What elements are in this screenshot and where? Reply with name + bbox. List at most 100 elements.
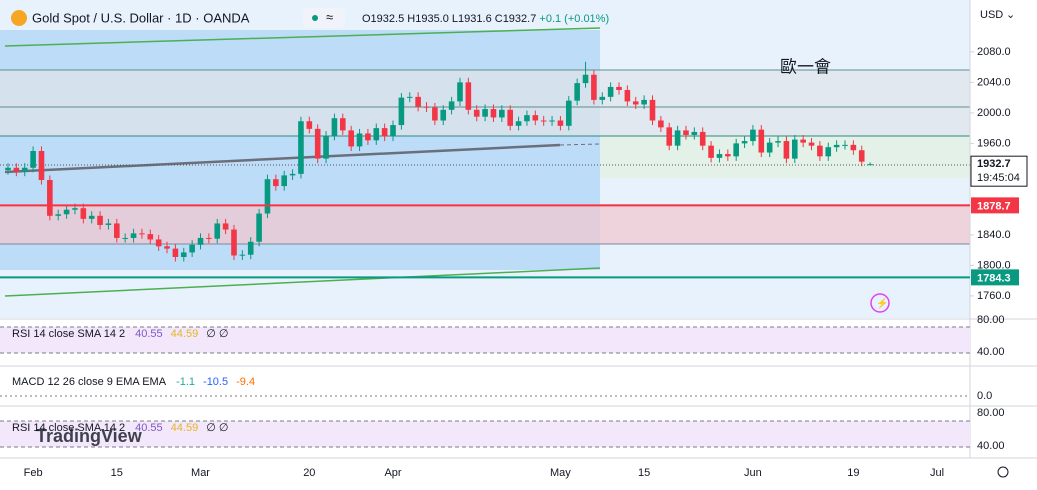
rsi2-axis-label: 40.00	[977, 440, 1005, 452]
price-level-label: 1784.3	[977, 272, 1011, 284]
candle-body	[306, 121, 313, 129]
candle-body	[683, 130, 689, 135]
rsi2-legend: RSI 14 close SMA 14 2 40.55 44.59 ∅ ∅	[12, 422, 228, 434]
candle-body	[105, 223, 112, 225]
candle-body	[716, 154, 723, 158]
rsi-axis-label: 40.00	[977, 346, 1005, 358]
candle-body	[741, 141, 748, 144]
candle-body	[423, 106, 430, 108]
trend-line	[4, 143, 561, 174]
x-tick-label: 19	[847, 467, 859, 479]
candle-body	[666, 127, 673, 146]
candle-body	[448, 101, 455, 110]
y-tick-label: 1960.0	[977, 137, 1011, 149]
x-tick-label: Feb	[24, 467, 43, 479]
rsi2-band	[0, 421, 970, 447]
candle-body	[565, 100, 572, 126]
candle-body	[658, 120, 664, 128]
candle-body	[365, 133, 371, 141]
candle-body	[515, 121, 522, 126]
candle-body	[88, 215, 95, 219]
zone-gray	[0, 70, 970, 136]
rsi2-value: 40.55	[135, 422, 163, 434]
rsi-sma: 44.59	[171, 328, 199, 340]
candle-body	[532, 115, 539, 121]
alert-icon[interactable]	[870, 293, 890, 313]
macd-name: MACD 12 26 close 9 EMA EMA	[12, 376, 167, 388]
x-tick-label: May	[550, 467, 571, 479]
candle-body	[858, 150, 865, 162]
x-tick-label: 20	[303, 467, 315, 479]
candle-body	[750, 129, 756, 142]
x-tick-label: Apr	[384, 467, 401, 479]
rsi-axis-label: 80.00	[977, 314, 1005, 326]
candle-body	[482, 109, 488, 117]
price-level-tag	[971, 197, 1019, 214]
candle-body	[574, 83, 580, 101]
macd-axis-label: 0.0	[977, 390, 992, 402]
candle-body	[264, 179, 271, 214]
candle-body	[632, 101, 639, 105]
price-axis	[970, 0, 1037, 490]
candle-body	[197, 237, 204, 245]
candle-body	[97, 215, 103, 225]
x-tick-label: 15	[111, 467, 123, 479]
price-level-tag	[971, 269, 1019, 286]
y-tick-label: 1760.0	[977, 290, 1011, 302]
candle-body	[180, 252, 187, 257]
candle-body	[172, 248, 179, 257]
channel-lower	[4, 267, 601, 297]
candle-body	[817, 145, 823, 157]
candle-body	[733, 143, 739, 157]
last-price-tag	[970, 155, 1028, 187]
candle-body	[850, 144, 857, 151]
candle-body	[499, 109, 505, 118]
candle-body	[5, 167, 11, 171]
indicator-button[interactable]	[303, 8, 345, 28]
candle-body	[130, 233, 137, 238]
candle-body	[800, 139, 806, 143]
candle-body	[766, 142, 773, 153]
rsi-legend: RSI 14 close SMA 14 2 40.55 44.59 ∅ ∅	[12, 328, 228, 340]
y-tick-label: 2000.0	[977, 107, 1011, 119]
plot	[5, 61, 873, 262]
candle-body	[607, 86, 614, 97]
macd-value: -10.5	[203, 376, 228, 388]
x-tick-label: Jul	[930, 467, 944, 479]
status-dot	[312, 15, 318, 21]
candle-body	[674, 130, 681, 146]
zone-red	[0, 204, 970, 244]
symbol-logo	[11, 10, 27, 26]
channel-upper	[4, 27, 601, 47]
candle-body	[406, 96, 413, 98]
candle-body	[239, 254, 246, 256]
candle-body	[398, 97, 405, 126]
candle-body	[222, 223, 229, 230]
settings-icon[interactable]	[997, 466, 1009, 478]
rsi2-axis-label: 80.00	[977, 407, 1005, 419]
x-tick-label: 15	[638, 467, 650, 479]
candle-body	[691, 131, 698, 135]
currency[interactable]: USD	[980, 9, 1003, 21]
candle-body	[540, 120, 547, 122]
countdown: 19:45:04	[977, 172, 1020, 184]
candle-body	[825, 147, 832, 157]
alert-glyph: ⚡	[876, 297, 888, 310]
macd-legend: MACD 12 26 close 9 EMA EMA -1.1 -10.5 -9.4	[12, 376, 255, 388]
currency-caret[interactable]: ⌄	[1006, 9, 1015, 21]
ohlc: O1932.5 H1935.0 L1931.6 C1932.7 +0.1 (+0…	[362, 13, 609, 25]
candle-body	[72, 208, 78, 210]
candle-body	[390, 125, 396, 137]
rsi-value: 40.55	[135, 328, 163, 340]
candle-body	[206, 237, 212, 239]
candle-body	[356, 133, 363, 147]
candle-body	[273, 179, 279, 187]
candle-body	[214, 223, 221, 239]
candle-body	[524, 115, 530, 122]
rsi2-extra: ∅ ∅	[206, 422, 228, 434]
candle-body	[599, 96, 606, 100]
rsi-name: RSI 14 close SMA 14 2	[12, 328, 125, 340]
candle-body	[415, 96, 421, 107]
candle-body	[624, 89, 631, 102]
